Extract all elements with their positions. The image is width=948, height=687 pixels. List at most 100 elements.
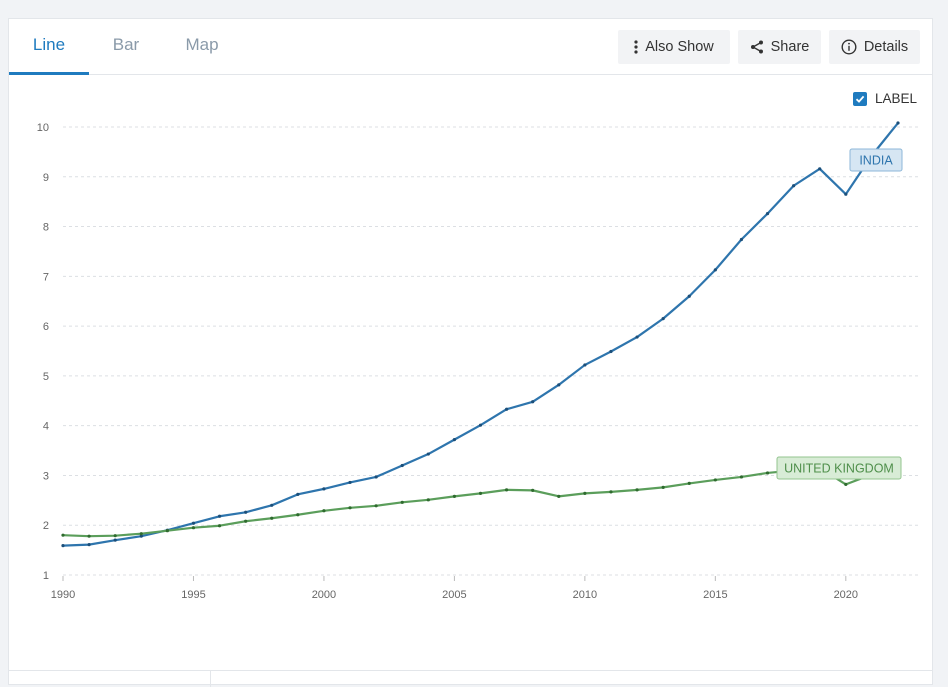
point-india-2001 [348,480,352,485]
point-united-kingdom-2011 [609,490,613,494]
point-india-2011 [609,349,613,354]
y-tick-label-1: 1 [43,570,49,582]
details-label: Details [863,39,909,55]
series-label-united-kingdom: UNITED KINGDOM [784,462,894,476]
point-united-kingdom-2013 [661,485,665,489]
y-tick-label-7: 7 [43,271,49,283]
grid-lines [63,126,921,576]
x-axis-ticks: 1990 1995 2000 2005 2010 2015 2020 [51,576,858,601]
point-united-kingdom-2004 [426,498,430,502]
bottom-strip [9,670,932,687]
point-united-kingdom-1994 [165,529,169,533]
point-india-1995 [191,521,196,525]
point-india-2018 [792,184,796,188]
point-united-kingdom-1997 [244,519,248,523]
point-india-2020 [844,192,848,196]
point-united-kingdom-2000 [322,509,326,513]
more-vertical-icon [634,40,638,54]
point-india-2016 [739,237,744,242]
point-india-2007 [504,407,509,411]
point-india-2000 [322,487,326,491]
also-show-button[interactable]: Also Show [618,30,730,64]
point-india-1993 [139,534,143,538]
point-united-kingdom-2007 [504,488,509,492]
point-india-1992 [113,538,117,542]
point-india-2004 [426,452,430,456]
point-united-kingdom-2006 [478,491,483,495]
x-tick-label-2015: 2015 [703,589,727,601]
point-india-2008 [531,400,535,404]
y-tick-label-3: 3 [43,470,49,482]
x-tick-label-1990: 1990 [51,589,75,601]
point-united-kingdom-2020 [844,482,848,487]
chart-card: Line Bar Map Also Show Share Details LAB… [8,18,933,687]
point-india-1997 [244,510,248,514]
series-line-united-kingdom [62,466,899,538]
point-india-2003 [400,463,404,468]
x-tick-label-1995: 1995 [181,589,205,601]
point-india-1996 [217,514,222,518]
point-united-kingdom-1995 [191,526,196,530]
point-india-2019 [818,167,822,171]
x-tick-label-2005: 2005 [442,589,466,601]
label-toggle-text: LABEL [875,91,918,106]
point-united-kingdom-2012 [635,488,639,492]
point-india-1999 [296,492,300,496]
point-united-kingdom-2016 [739,475,744,479]
tab-bar[interactable]: Bar [112,35,140,54]
details-button[interactable]: Details [829,30,920,64]
point-united-kingdom-2015 [713,478,717,482]
point-united-kingdom-1999 [296,513,300,517]
share-label: Share [770,39,810,55]
series-line-india [62,122,899,547]
point-india-1991 [87,543,91,547]
label-checkbox[interactable] [853,91,867,106]
point-india-2015 [713,268,717,272]
y-tick-label-9: 9 [43,172,49,184]
point-united-kingdom-2008 [531,488,535,492]
series-lines [61,121,900,548]
point-india-2022 [896,121,900,125]
label-toggle[interactable]: LABEL [853,91,917,106]
point-united-kingdom-2001 [348,506,352,510]
y-tick-label-8: 8 [43,222,49,234]
point-united-kingdom-1998 [270,516,274,520]
y-tick-label-6: 6 [43,321,49,333]
point-united-kingdom-1996 [217,524,222,528]
y-axis-ticks: 1 2 3 4 5 6 7 8 9 10 [37,122,49,582]
also-show-label: Also Show [645,39,714,55]
tab-line[interactable]: Line [9,19,89,75]
point-india-2009 [557,383,561,387]
series-labels: INDIA UNITED KINGDOM [776,148,903,480]
point-united-kingdom-2014 [687,481,691,486]
point-india-2012 [635,335,639,339]
share-button[interactable]: Share [738,30,821,64]
point-india-2017 [765,212,770,216]
point-india-2002 [374,475,378,479]
y-tick-label-2: 2 [43,520,49,532]
point-united-kingdom-2002 [374,504,378,508]
point-united-kingdom-2003 [400,500,404,504]
point-united-kingdom-1993 [139,532,143,536]
point-india-2005 [452,438,457,442]
tab-map[interactable]: Map [185,35,219,54]
checkmark-icon [855,95,865,103]
x-tick-label-2020: 2020 [834,589,858,601]
y-tick-label-5: 5 [43,371,49,383]
point-india-2013 [661,317,665,321]
point-india-2014 [687,294,691,298]
share-icon [750,40,764,54]
series-label-box-india [849,148,903,172]
point-united-kingdom-1991 [87,534,91,538]
point-united-kingdom-2005 [452,494,457,498]
x-tick-label-2000: 2000 [312,589,336,601]
point-united-kingdom-1990 [61,533,65,537]
point-united-kingdom-2017 [765,471,770,475]
point-united-kingdom-2010 [583,491,587,495]
point-united-kingdom-2009 [557,494,561,498]
point-united-kingdom-1992 [113,534,117,538]
view-tabs: Line Bar Map Also Show Share Details [9,19,932,75]
series-label-india: INDIA [859,154,893,168]
series-label-box-united-kingdom [776,456,902,480]
point-india-2006 [478,423,483,427]
